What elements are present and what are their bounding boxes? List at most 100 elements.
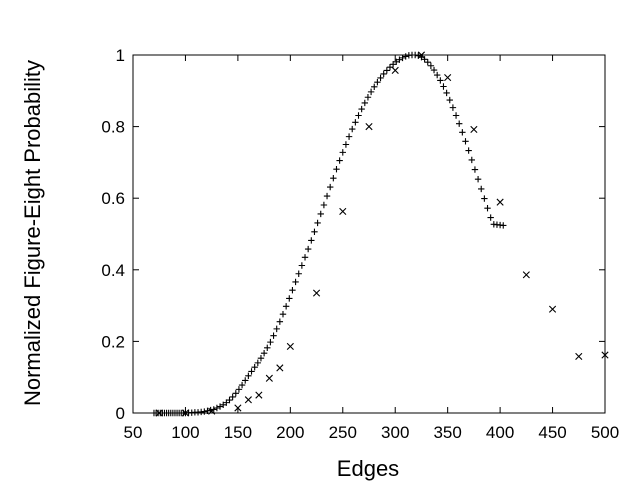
plus-point (257, 355, 265, 362)
cross-point (265, 374, 273, 382)
plus-point (273, 325, 280, 333)
plus-point (352, 119, 359, 126)
cross-point (181, 409, 190, 417)
x-tick-label: 400 (486, 423, 514, 442)
plus-point (437, 77, 444, 84)
plus-point (254, 359, 262, 367)
plus-point (330, 174, 337, 182)
plus-point (465, 147, 472, 154)
plus-point (342, 141, 350, 148)
plus-point (500, 222, 507, 229)
plus-point (484, 205, 491, 212)
cross-point (444, 73, 452, 82)
cross-point (417, 51, 426, 59)
cross-point (208, 407, 216, 415)
plus-point (317, 210, 324, 218)
plus-point (201, 408, 208, 415)
tick-marks (132, 54, 606, 414)
axes (132, 54, 606, 414)
plot-frame (132, 54, 606, 414)
plus-point (308, 237, 315, 244)
x-tick-label: 300 (381, 423, 409, 442)
plus-point (336, 157, 343, 164)
plus-point (402, 53, 409, 60)
plus-point (478, 185, 485, 193)
x-tick-label: 250 (329, 423, 357, 442)
cross-point (339, 207, 347, 216)
plus-point (487, 214, 494, 221)
plus-point (371, 83, 378, 91)
plus-point (349, 125, 356, 133)
plus-point (323, 192, 331, 200)
plus-point (232, 390, 239, 397)
plus-point (326, 183, 334, 191)
x-tick-label: 350 (433, 423, 461, 442)
cross-point (601, 351, 609, 359)
plus-point (333, 166, 340, 173)
plus-point (443, 89, 450, 97)
x-tick-label: 500 (591, 423, 619, 442)
cross-point (155, 409, 163, 417)
cross-point (365, 123, 373, 131)
plus-point (374, 79, 381, 86)
plus-point (345, 133, 353, 140)
plus-point (433, 71, 441, 79)
x-tick-label: 200 (276, 423, 304, 442)
plus-point (226, 396, 233, 404)
cross-point (312, 289, 321, 297)
plus-point (260, 350, 268, 357)
plus-point (377, 74, 384, 82)
cross-point (522, 271, 530, 279)
plus-point (286, 295, 293, 302)
plus-point (301, 254, 309, 261)
plus-point (295, 270, 302, 277)
plus-point (235, 386, 243, 393)
plus-point (251, 363, 258, 371)
plus-point (314, 219, 321, 227)
plus-point (289, 287, 296, 294)
x-tick-label: 50 (124, 423, 143, 442)
y-tick-label: 0.4 (101, 261, 125, 280)
plus-point (364, 94, 372, 101)
plus-point (361, 99, 369, 107)
plus-point (204, 407, 211, 415)
plus-point (264, 344, 271, 352)
plus-point (304, 245, 312, 253)
plus-point (320, 201, 328, 209)
cross-point (575, 352, 583, 361)
y-tick-label: 0.6 (101, 189, 125, 208)
plus-point (456, 120, 463, 127)
y-tick-label: 1 (116, 46, 125, 65)
x-tick-label: 150 (224, 423, 252, 442)
plus-point (459, 129, 466, 136)
plus-point (471, 166, 479, 173)
plus-point (440, 83, 447, 90)
plus-point (358, 105, 365, 113)
y-tick-labels: 0 0.2 0.4 0.6 0.8 1 (101, 46, 125, 423)
plus-point (383, 67, 391, 74)
series-plus-markers (150, 51, 507, 417)
cross-point (234, 404, 242, 412)
plus-point (355, 112, 362, 119)
plus-point (462, 138, 469, 145)
plus-point (282, 303, 290, 310)
y-tick-label: 0.8 (101, 118, 125, 137)
plus-point (411, 51, 419, 59)
x-axis-title: Edges (337, 456, 399, 481)
plus-point (424, 58, 431, 66)
cross-point (391, 66, 399, 74)
x-tick-label: 100 (171, 423, 199, 442)
plus-point (452, 112, 460, 119)
plus-point (229, 393, 236, 401)
cross-point (548, 305, 557, 313)
plus-point (248, 368, 255, 375)
plus-point (238, 381, 246, 389)
plus-point (270, 332, 277, 339)
plus-point (267, 338, 274, 346)
plus-point (446, 96, 453, 104)
plus-point (276, 318, 284, 325)
plus-point (311, 228, 318, 236)
plus-point (292, 278, 299, 286)
plus-point (474, 176, 482, 183)
